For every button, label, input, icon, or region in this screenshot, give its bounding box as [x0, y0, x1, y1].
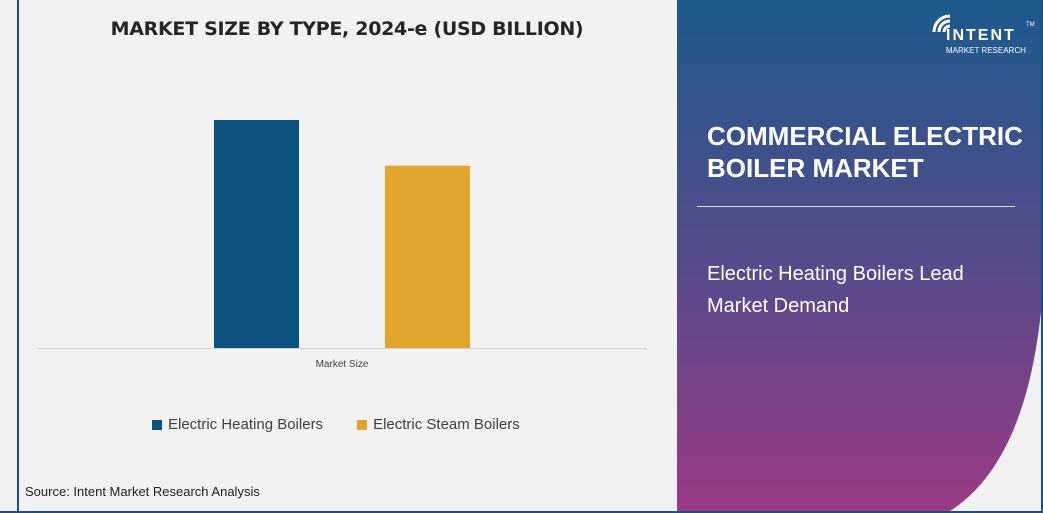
legend-swatch — [152, 419, 162, 430]
bar-chart: Market Size — [38, 120, 647, 370]
logo-name: INTENT — [946, 27, 1016, 44]
source-note: Source: Intent Market Research Analysis — [25, 484, 260, 499]
legend-item: Electric Heating Boilers — [152, 416, 323, 433]
divider — [697, 206, 1015, 207]
legend-item: Electric Steam Boilers — [357, 416, 520, 433]
report-title: COMMERCIAL ELECTRIC BOILER MARKET — [707, 121, 1023, 183]
legend: Electric Heating Boilers Electric Steam … — [152, 416, 520, 433]
chart-title: MARKET SIZE BY TYPE, 2024-e (USD BILLION… — [110, 18, 584, 40]
frame-left-border — [17, 0, 19, 513]
intent-logo: INTENT TM MARKET RESEARCH — [930, 8, 1040, 58]
report-subtitle: Electric Heating Boilers Lead Market Dem… — [707, 263, 964, 317]
legend-label: Electric Heating Boilers — [168, 416, 324, 433]
bar-electric-heating-boilers — [214, 120, 299, 348]
bar-electric-steam-boilers — [385, 165, 470, 348]
x-tick-label: Market Size — [316, 359, 369, 370]
logo-trademark: TM — [1026, 22, 1035, 28]
signal-icon — [932, 14, 951, 33]
logo-tagline: MARKET RESEARCH — [946, 46, 1026, 55]
legend-swatch — [357, 419, 368, 430]
legend-label: Electric Steam Boilers — [373, 416, 520, 433]
